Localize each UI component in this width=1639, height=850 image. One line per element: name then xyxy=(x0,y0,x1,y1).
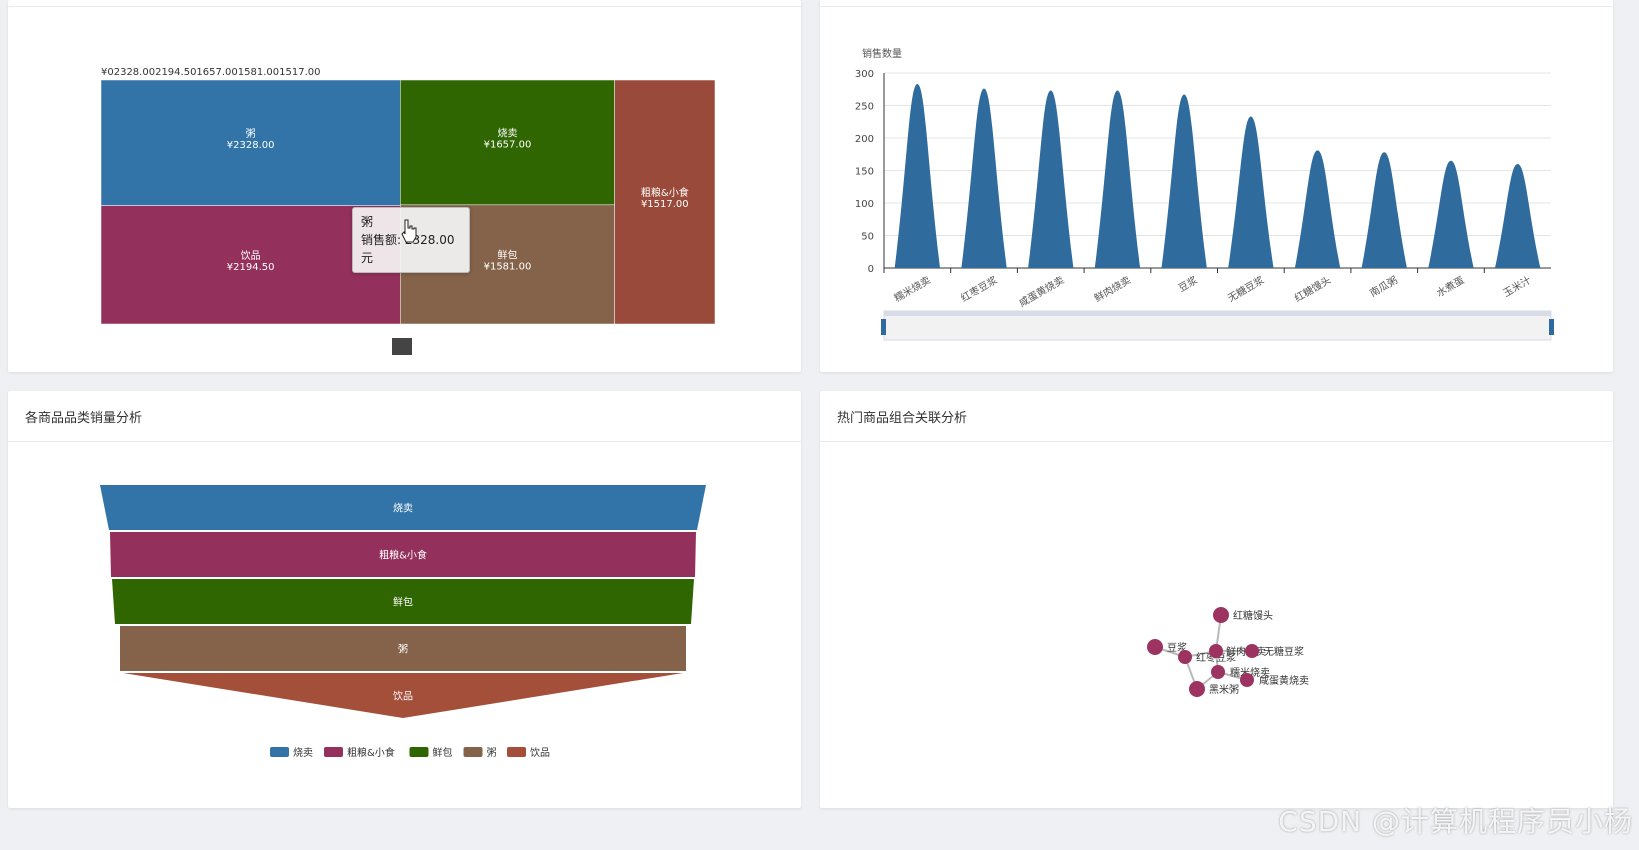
x-tick-label: 豆浆 xyxy=(1176,273,1200,294)
graph-node[interactable] xyxy=(1211,665,1225,679)
treemap-cell-name: 烧卖 xyxy=(497,126,517,139)
sales-bar[interactable] xyxy=(1161,94,1207,268)
graph-node[interactable] xyxy=(1245,644,1259,658)
x-tick-label: 水煮蛋 xyxy=(1434,274,1466,299)
treemap-cell-value: ¥1581.00 xyxy=(484,261,532,272)
treemap-cell[interactable] xyxy=(100,205,401,325)
treemap-card: ¥02328.002194.501657.001581.001517.00 粥 ¥… xyxy=(8,0,801,372)
y-axis-title: 销售数量 xyxy=(862,47,902,60)
funnel-segment-label: 烧卖 xyxy=(393,502,413,515)
y-tick-label: 50 xyxy=(861,232,874,243)
association-graph: 红糖馒头豆浆红枣豆浆鲜肉烧卖无糖豆浆糯米烧卖咸蛋黄烧卖黑米粥 xyxy=(1147,607,1309,697)
x-tick-label: 红枣豆浆 xyxy=(958,273,999,304)
graph-node-label: 无糖豆浆 xyxy=(1264,645,1304,658)
x-tick-label: 无糖豆浆 xyxy=(1225,273,1266,304)
funnel-chart: 烧卖粗粮&小食鲜包粥饮品 烧卖 粗粮&小食 鲜包粥饮品 xyxy=(100,485,706,759)
watermark: CSDN @计算机程序员小杨 xyxy=(1278,805,1633,838)
legend-swatch[interactable] xyxy=(463,747,483,757)
y-tick-label: 300 xyxy=(855,69,874,80)
graph-node-label: 糯米烧卖 xyxy=(1230,666,1270,679)
data-zoom-slider[interactable] xyxy=(881,310,1554,341)
zoom-handle-left[interactable] xyxy=(881,319,886,335)
graph-node[interactable] xyxy=(1209,644,1223,658)
graph-node[interactable] xyxy=(1213,607,1229,623)
card-header-strip xyxy=(8,0,801,7)
legend-label[interactable]: 鲜包 xyxy=(433,746,453,759)
sales-count-chart: 销售数量 0 50 100 150 200 250 300 糯米烧卖 红枣豆浆 咸蛋黄烧卖 鲜肉烧… xyxy=(855,47,1554,341)
legend-label[interactable]: 粗粮&小食 xyxy=(347,746,395,759)
graph-node[interactable] xyxy=(1178,650,1192,664)
card-header: 各商品品类销量分析 xyxy=(8,391,801,442)
sales-bar[interactable] xyxy=(1094,90,1141,268)
funnel-segment[interactable] xyxy=(123,673,683,718)
treemap-cell-value: ¥2194.50 xyxy=(227,262,275,273)
graph-node[interactable] xyxy=(1240,673,1254,687)
card-header: 热门商品组合关联分析 xyxy=(820,391,1613,442)
x-tick-label: 咸蛋黄烧卖 xyxy=(1016,273,1066,309)
legend-swatch[interactable] xyxy=(409,747,429,757)
treemap-cell-name: 粥 xyxy=(246,128,256,140)
x-tick-label: 糯米烧卖 xyxy=(892,273,933,304)
zoom-slider-fill xyxy=(884,311,1551,316)
combo-graph-card: 热门商品组合关联分析 红糖馒头豆浆红枣豆浆鲜肉烧卖无糖豆浆糯米烧卖咸蛋黄烧卖黑米… xyxy=(820,391,1613,808)
legend-label[interactable]: 粥 xyxy=(487,747,497,759)
graph-node[interactable] xyxy=(1147,639,1163,655)
y-tick-label: 100 xyxy=(855,199,874,210)
treemap-chart: ¥02328.002194.501657.001581.001517.00 粥¥… xyxy=(100,67,716,355)
legend-label[interactable]: 烧卖 xyxy=(293,746,313,759)
funnel-segment-label: 粗粮&小食 xyxy=(379,549,427,562)
legend-swatch[interactable] xyxy=(270,747,289,757)
legend-swatch[interactable] xyxy=(324,747,343,757)
treemap-cell-value: ¥1517.00 xyxy=(641,199,689,210)
funnel-segment[interactable] xyxy=(112,579,694,624)
card-header-strip xyxy=(820,0,1613,7)
pointer-cursor-icon xyxy=(401,219,417,243)
x-tick-label: 玉米汁 xyxy=(1501,273,1533,299)
funnel-segment-label: 鲜包 xyxy=(393,596,413,609)
treemap-cell[interactable] xyxy=(100,79,401,206)
graph-node-label: 红糖馒头 xyxy=(1233,609,1273,622)
sales-bar[interactable] xyxy=(1494,164,1541,268)
sales-bar[interactable] xyxy=(1228,116,1274,268)
funnel-segment-label: 饮品 xyxy=(393,690,413,703)
sales-bar[interactable] xyxy=(1428,160,1474,268)
zoom-handle-right[interactable] xyxy=(1549,319,1554,335)
treemap-cell-value: ¥2328.00 xyxy=(227,140,275,151)
legend-label[interactable]: 饮品 xyxy=(530,746,550,759)
x-tick-label: 红糖馒头 xyxy=(1292,273,1333,304)
sales-bar[interactable] xyxy=(894,84,941,268)
funnel-segment[interactable] xyxy=(110,532,696,577)
treemap-cell-name: 饮品 xyxy=(241,249,261,262)
card-title: 热门商品组合关联分析 xyxy=(837,410,968,426)
card-title: 各商品品类销量分析 xyxy=(25,410,143,426)
sales-bar[interactable] xyxy=(1028,90,1074,268)
graph-node-label: 咸蛋黄烧卖 xyxy=(1259,674,1309,687)
graph-node[interactable] xyxy=(1189,681,1205,697)
y-tick-label: 250 xyxy=(855,102,874,113)
treemap-cell-value: ¥1657.00 xyxy=(484,139,532,150)
treemap-cell-name: 鲜包 xyxy=(497,248,517,261)
x-tick-label: 鲜肉烧卖 xyxy=(1092,273,1133,304)
sales-bar[interactable] xyxy=(1294,150,1341,268)
sales-count-card: 销售数量 0 50 100 150 200 250 300 糯米烧卖 红枣豆浆 咸蛋黄烧卖 鲜肉烧… xyxy=(820,0,1613,372)
treemap-back-button[interactable] xyxy=(392,338,412,355)
y-tick-label: 200 xyxy=(855,134,874,145)
funnel-segment[interactable] xyxy=(100,485,706,530)
y-tick-label: 150 xyxy=(855,167,874,178)
category-funnel-card: 各商品品类销量分析 烧卖 粗粮&小食 鲜包粥饮品 烧卖 粗粮&小食 鲜包粥饮品 xyxy=(8,391,801,808)
funnel-segment[interactable] xyxy=(120,626,686,671)
treemap-cell-name: 粗粮&小食 xyxy=(641,186,689,199)
treemap-cell[interactable] xyxy=(614,79,716,325)
treemap-top-label: ¥02328.002194.501657.001581.001517.00 xyxy=(101,67,321,78)
sales-bar[interactable] xyxy=(1361,152,1407,268)
sales-bar[interactable] xyxy=(961,88,1007,268)
y-tick-label: 0 xyxy=(868,264,874,275)
legend-swatch[interactable] xyxy=(507,747,526,757)
graph-node-label: 黑米粥 xyxy=(1209,683,1239,696)
x-tick-label: 南瓜粥 xyxy=(1367,273,1399,299)
funnel-segment-label: 粥 xyxy=(398,644,408,656)
tooltip-title: 粥 xyxy=(361,215,374,229)
